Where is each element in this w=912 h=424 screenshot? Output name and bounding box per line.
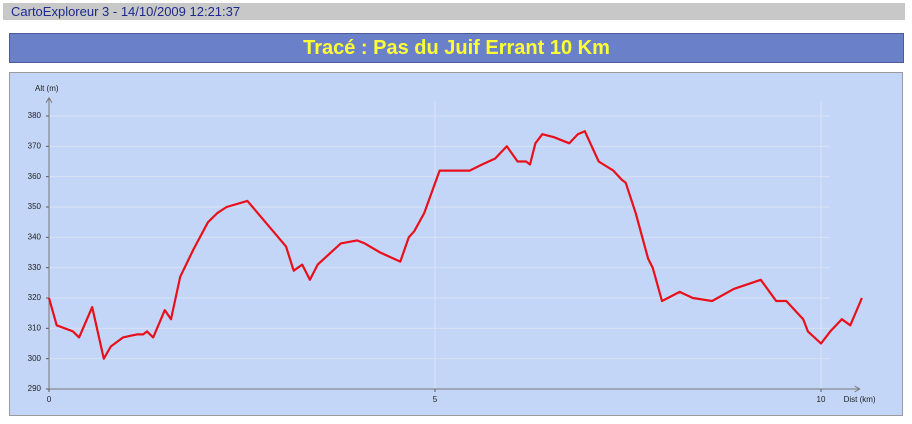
y-tick-label: 370 [28, 141, 42, 150]
y-tick-label: 310 [28, 323, 42, 332]
axis-arrow [854, 385, 861, 393]
x-tick-label: 5 [433, 395, 438, 404]
y-tick-label: 300 [28, 354, 42, 363]
app-bar: CartoExploreur 3 - 14/10/2009 12:21:37 [3, 3, 905, 20]
chart-frame [9, 72, 903, 416]
title-bar: Tracé : Pas du Juif Errant 10 Km [9, 33, 904, 63]
app-title: CartoExploreur 3 - 14/10/2009 12:21:37 [11, 4, 241, 19]
y-tick-label: 350 [28, 202, 42, 211]
y-tick-label: 320 [28, 293, 42, 302]
y-tick-label: 290 [28, 384, 42, 393]
axis-arrow [45, 96, 53, 104]
x-tick-label: 0 [47, 395, 52, 404]
x-tick-label: 10 [817, 395, 826, 404]
y-tick-label: 330 [28, 263, 42, 272]
chart-title: Tracé : Pas du Juif Errant 10 Km [303, 37, 610, 59]
y-tick-label: 340 [28, 232, 42, 241]
line-series [47, 130, 863, 360]
y-axis-label: Alt (m) [35, 84, 59, 93]
y-tick-label: 360 [28, 172, 42, 181]
y-tick-label: 380 [28, 111, 42, 120]
x-axis-label: Dist (km) [844, 395, 876, 404]
